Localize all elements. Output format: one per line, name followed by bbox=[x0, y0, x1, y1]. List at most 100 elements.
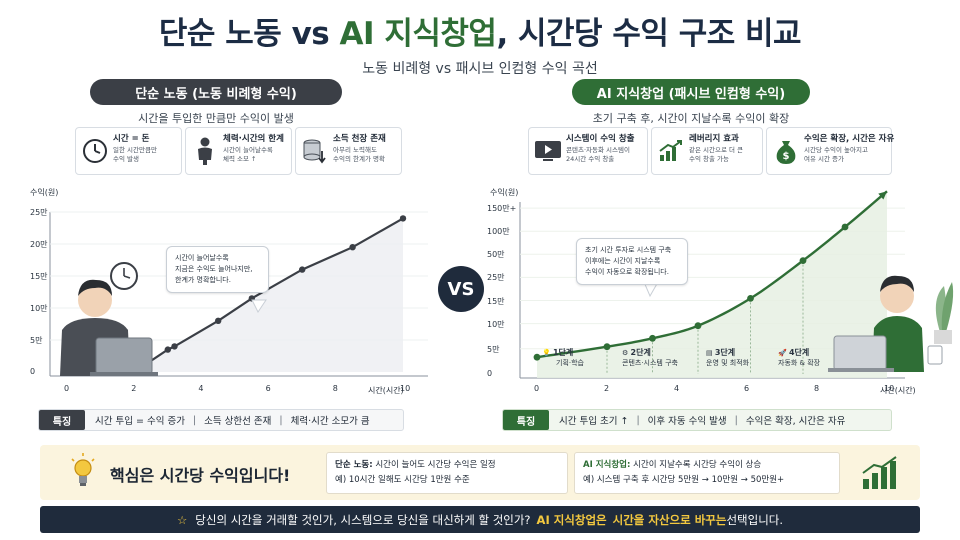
right-arrow-head bbox=[878, 191, 887, 200]
left-data-point bbox=[215, 317, 222, 324]
labor-compare-text: 시간이 늘어도 시간당 수익은 일정 bbox=[372, 460, 496, 470]
left-data-point bbox=[164, 346, 171, 353]
page-subtitle: 노동 비례형 vs 패시브 인컴형 수익 곡선 bbox=[362, 61, 598, 77]
stage-3-icon: ▤ bbox=[706, 349, 713, 357]
right-y-tick-label: 150만+ bbox=[487, 204, 517, 214]
left-x-tick-label: 10 bbox=[400, 384, 411, 393]
right-y-axis-label: 수익(원) bbox=[490, 188, 519, 197]
left-feature-2: 소득 상한선 존재 bbox=[204, 416, 272, 427]
right-x-tick-label: 2 bbox=[604, 384, 610, 393]
labor-compare-box: 단순 노동: 시간이 늘어도 시간당 수익은 일정 예) 10시간 일해도 시간… bbox=[326, 452, 568, 494]
stage-2-icon: ⚙ bbox=[622, 349, 629, 357]
stage-2-text: 콘텐츠·시스템 구축 bbox=[622, 358, 678, 367]
stage-1-num: 1단계 bbox=[552, 348, 574, 357]
right-chart-bubble: 초기 시간 투자로 시스템 구축 이후에는 시간이 지날수록 수익이 자동으로 … bbox=[576, 238, 688, 285]
right-x-tick-label: 0 bbox=[534, 384, 540, 393]
left-feature-3: 체력·시간 소모가 큼 bbox=[290, 416, 370, 427]
bottom-highlight-2: 시간을 자산으로 바꾸는 bbox=[612, 512, 727, 527]
right-data-point bbox=[841, 223, 849, 231]
right-feature-tag: 특징 bbox=[503, 410, 549, 430]
right-card-2-line-2: 수익 창출 가능 bbox=[689, 155, 730, 164]
entrepreneur-illustration bbox=[828, 275, 943, 372]
labor-compare-title: 단순 노동: bbox=[335, 460, 373, 470]
right-y-tick-label: 15만 bbox=[487, 296, 505, 306]
stage-4-icon: 🚀 bbox=[778, 349, 787, 357]
right-bubble-line-3: 수익이 자동으로 확장됩니다. bbox=[585, 267, 669, 276]
left-data-point bbox=[399, 215, 407, 222]
right-series-line bbox=[536, 190, 888, 359]
right-x-tick-label: 4 bbox=[674, 384, 680, 393]
ai-compare-text: 시간이 지날수록 시간당 수익이 상승 bbox=[630, 460, 762, 470]
left-data-point bbox=[171, 343, 178, 350]
right-area-fill bbox=[537, 191, 887, 378]
left-x-tick-label: 4 bbox=[198, 384, 204, 393]
stage-2: ⚙ 2단계 콘텐츠·시스템 구축 bbox=[622, 348, 678, 368]
left-card-3-line-2: 수익의 한계가 명확 bbox=[333, 155, 385, 164]
left-series-points bbox=[164, 215, 407, 353]
left-card-2: 체력·시간의 한계 시간이 늘어날수록 체력 소모 ↑ bbox=[185, 127, 292, 175]
right-data-point bbox=[747, 295, 754, 302]
right-y-tick-label: 25만 bbox=[487, 273, 505, 283]
lightbulb-icon bbox=[71, 453, 95, 486]
right-card-2-title: 레버리지 효과 bbox=[689, 134, 739, 144]
right-card-3: $ 수익은 확장, 시간은 자유 시간당 수익이 높아지고 여유 시간 증가 bbox=[766, 127, 895, 175]
bottom-highlight-1: AI 지식창업은 bbox=[536, 512, 607, 527]
right-x-tick-label: 6 bbox=[744, 384, 750, 393]
title-part-c: , 시간당 수익 구조 비교 bbox=[496, 16, 802, 52]
right-feature-3: 수익은 확장, 시간은 자유 bbox=[745, 416, 846, 427]
stage-3: ▤ 3단계 운영 및 최적화 bbox=[706, 348, 749, 368]
growth-chart-icon bbox=[656, 132, 686, 170]
right-card-3-line-2: 여유 시간 증가 bbox=[804, 155, 845, 164]
right-data-point bbox=[649, 334, 656, 342]
left-panel-pill: 단순 노동 (노동 비례형 수익) bbox=[90, 79, 342, 105]
left-feature-tag: 특징 bbox=[39, 410, 85, 430]
left-card-1-title: 시간 = 돈 bbox=[113, 134, 150, 144]
left-data-point bbox=[349, 244, 356, 251]
left-card-3-line-1: 아무리 노력해도 bbox=[333, 146, 377, 154]
plant-icon bbox=[934, 282, 954, 344]
stage-1-text: 기획·학습 bbox=[556, 358, 584, 367]
left-card-1-line-2: 수익 발생 bbox=[113, 155, 139, 164]
right-y-tick-label: 10만 bbox=[487, 319, 505, 329]
stage-1-icon: 💡 bbox=[542, 349, 551, 357]
svg-text:$: $ bbox=[783, 151, 790, 162]
coins-down-icon bbox=[300, 132, 330, 170]
right-card-2-line-1: 같은 시간으로 더 큰 bbox=[689, 146, 744, 154]
right-card-1-line-1: 콘텐츠·자동화 시스템이 bbox=[566, 146, 630, 154]
left-card-2-title: 체력·시간의 한계 bbox=[223, 134, 284, 144]
right-feature-2: 이후 자동 수익 발생 bbox=[647, 416, 727, 427]
left-data-point bbox=[299, 266, 306, 273]
left-bubble-line-3: 한계가 명확합니다. bbox=[175, 275, 231, 284]
vs-badge: VS bbox=[438, 266, 484, 312]
labor-compare-example: 예) 10시간 일해도 시간당 1만원 수준 bbox=[335, 474, 470, 485]
left-y-tick-label: 15만 bbox=[30, 272, 48, 281]
core-title: 핵심은 시간당 수익입니다! bbox=[110, 466, 291, 485]
bottom-text: 당신의 시간을 거래할 것인가, 시스템으로 당신을 대신하게 할 것인가? bbox=[195, 512, 531, 527]
money-bag-icon: $ bbox=[771, 132, 801, 170]
right-data-point bbox=[694, 322, 702, 330]
worker-illustration bbox=[60, 279, 158, 376]
left-cards: 시간 = 돈 일한 시간만큼만 수익 발생 체력·시간의 한계 시간이 늘어날수록 체력… bbox=[75, 127, 405, 175]
left-x-tick-label: 6 bbox=[265, 384, 271, 393]
left-x-tick-label: 2 bbox=[131, 384, 137, 393]
right-panel-pill: AI 지식창업 (패시브 인컴형 수익) bbox=[572, 79, 810, 105]
left-card-3-title: 소득 천장 존재 bbox=[333, 134, 386, 144]
left-bubble-tail bbox=[251, 299, 267, 313]
right-data-point bbox=[533, 353, 541, 361]
wall-clock-icon bbox=[110, 262, 138, 290]
left-bubble-line-1: 시간이 늘어날수록 bbox=[175, 254, 229, 262]
right-card-3-title: 수익은 확장, 시간은 자유 bbox=[804, 134, 895, 144]
left-chart-bubble: 시간이 늘어날수록 지금은 수익도 늘어나지만, 한계가 명확합니다. bbox=[166, 246, 269, 293]
bottom-banner: ☆ 당신의 시간을 거래할 것인가, 시스템으로 당신을 대신하게 할 것인가?… bbox=[40, 506, 920, 533]
right-panel-sub: 초기 구축 후, 시간이 지날수록 수익이 확장 bbox=[592, 112, 790, 125]
right-x-tick-label: 8 bbox=[814, 384, 820, 393]
left-area-fill bbox=[67, 218, 403, 372]
stage-3-num: 3단계 bbox=[714, 348, 736, 357]
left-panel-sub: 시간을 투입한 만큼만 수익이 발생 bbox=[138, 112, 294, 125]
left-feature-1: 시간 투입 = 수익 증가 bbox=[95, 416, 185, 427]
right-bubble-line-2: 이후에는 시간이 지날수록 bbox=[585, 256, 661, 265]
title-part-a: 단순 노동 vs bbox=[158, 16, 340, 52]
right-x-axis-label: 시간(시간) bbox=[880, 386, 916, 395]
clock-icon bbox=[80, 132, 110, 170]
